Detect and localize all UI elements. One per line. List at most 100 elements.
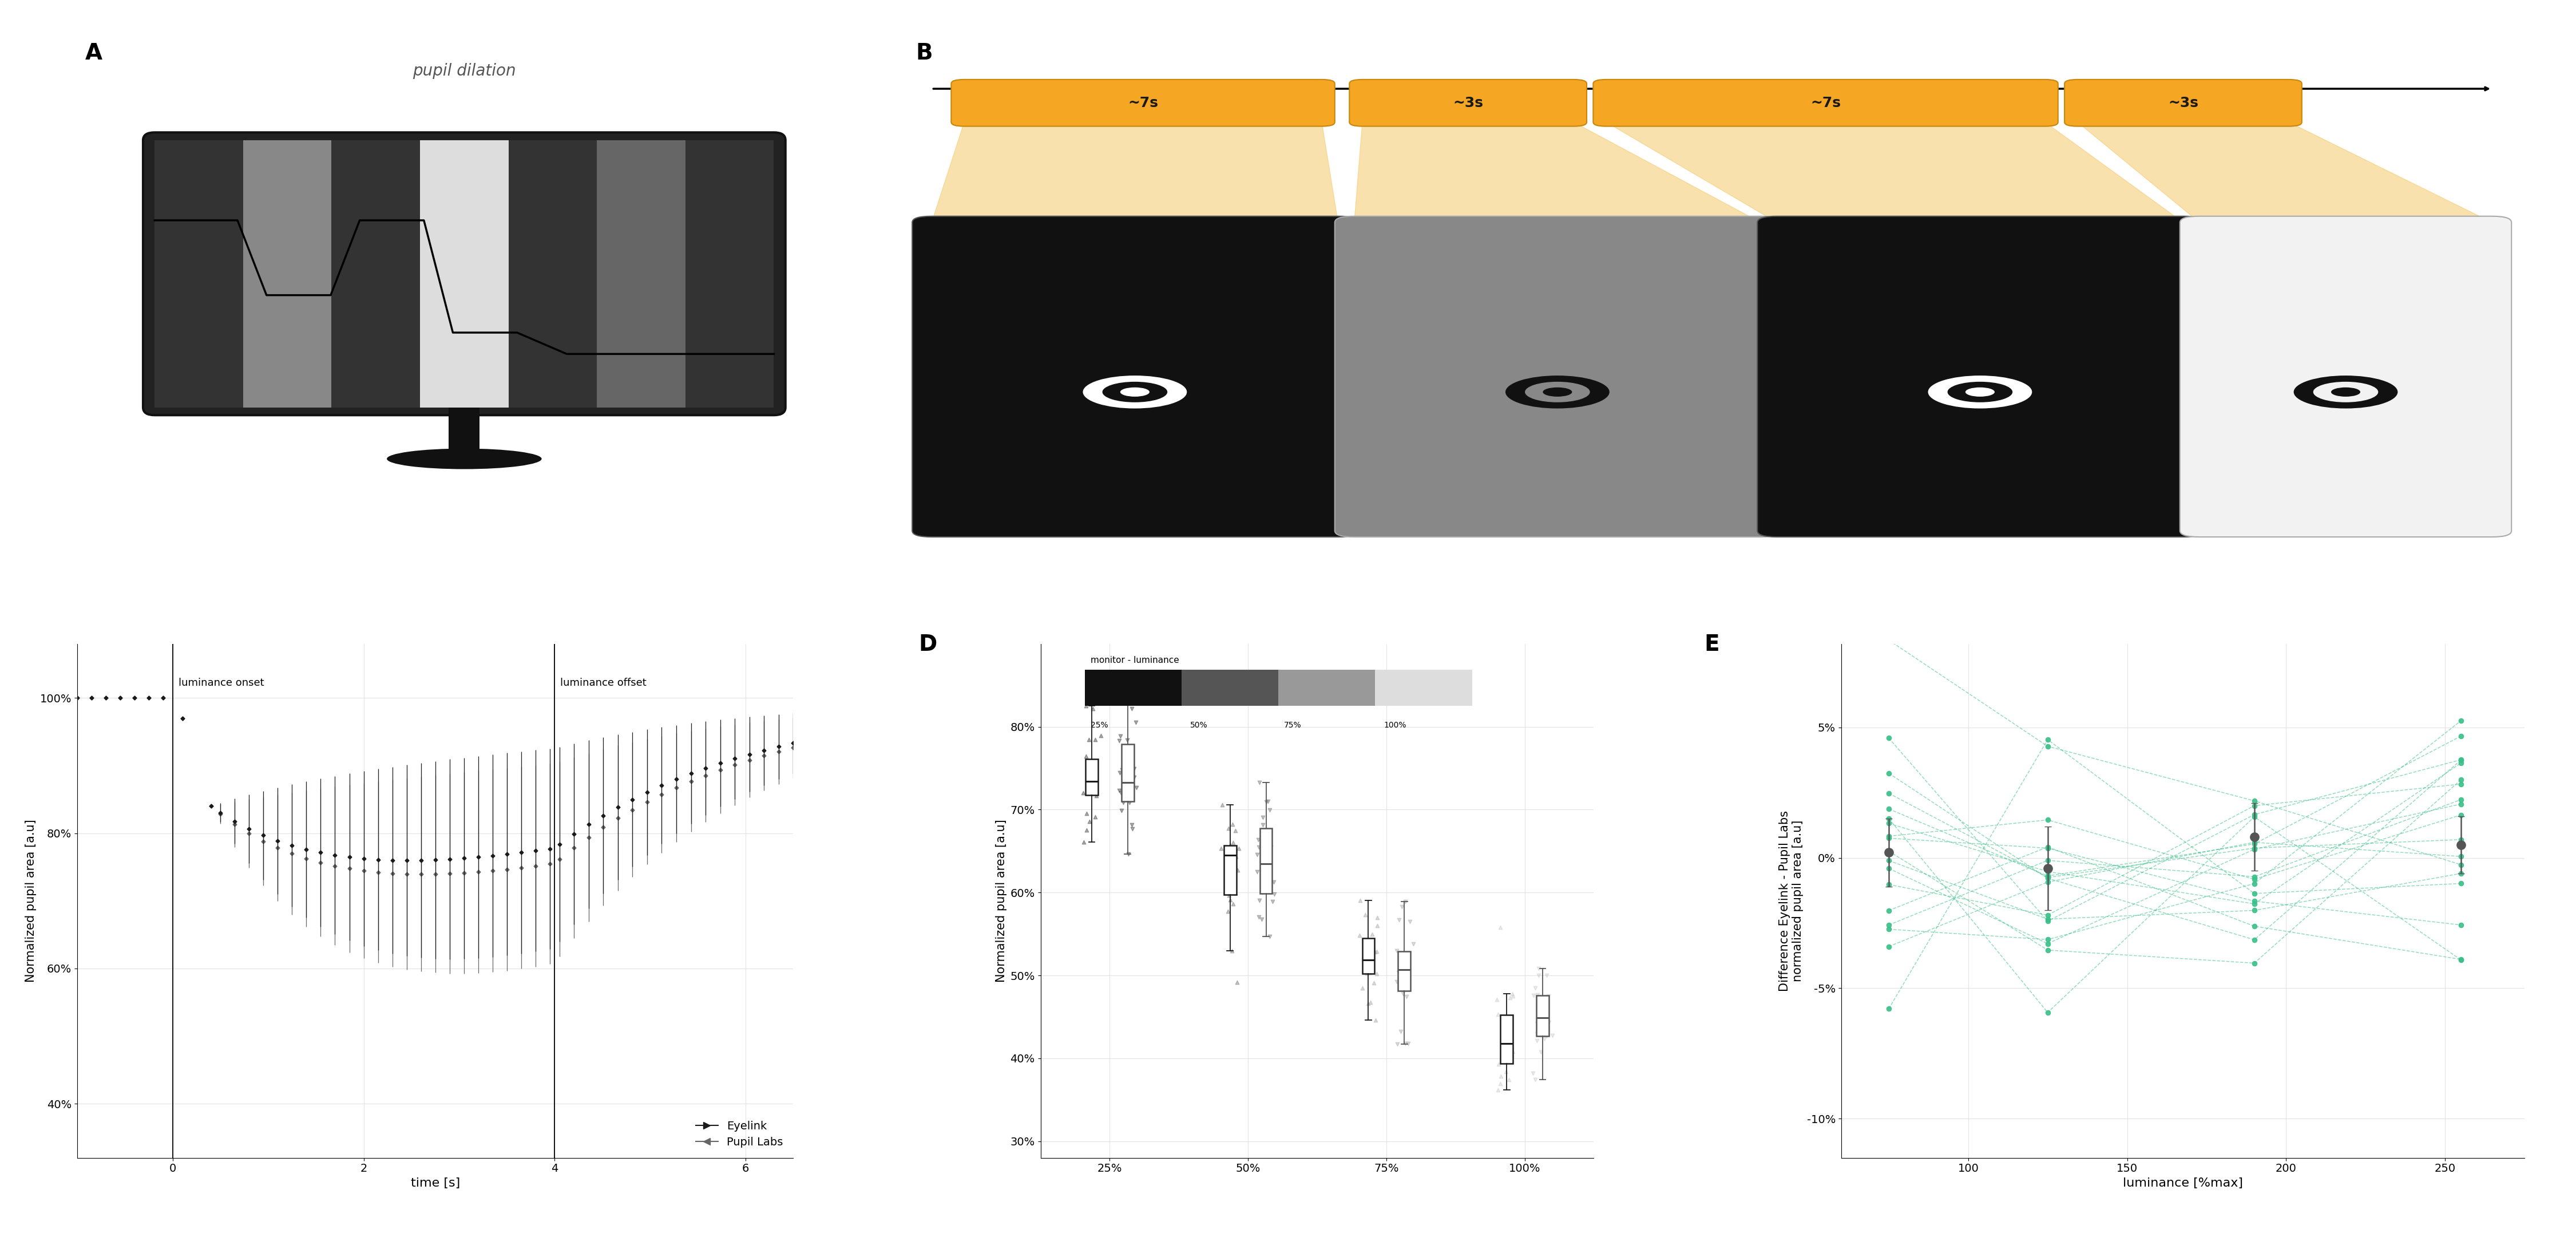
Point: [1376, 941, 1417, 961]
Point: [1347, 954, 1388, 974]
Point: [1108, 680, 1149, 700]
Point: [2027, 736, 2069, 756]
Point: [2439, 711, 2481, 731]
Point: [1239, 829, 1280, 849]
Point: [1492, 1031, 1533, 1051]
Text: 50%: 50%: [1190, 721, 1208, 730]
Polygon shape: [933, 122, 1337, 223]
Point: [1108, 730, 1149, 749]
Point: [1383, 1033, 1425, 1053]
Text: ~7s: ~7s: [1128, 96, 1159, 110]
Point: [2027, 867, 2069, 886]
Point: [1352, 925, 1394, 945]
Point: [2233, 930, 2275, 950]
Circle shape: [1965, 387, 1994, 397]
Point: [1492, 1036, 1533, 1056]
Point: [2439, 950, 2481, 970]
FancyBboxPatch shape: [951, 80, 1334, 126]
Point: [2439, 774, 2481, 794]
Point: [1868, 828, 1909, 848]
Point: [1069, 777, 1110, 797]
Point: [1242, 910, 1283, 930]
FancyBboxPatch shape: [1350, 80, 1587, 126]
Point: [2439, 854, 2481, 874]
Point: [1242, 808, 1283, 828]
Point: [1100, 731, 1141, 751]
Point: [1108, 844, 1149, 864]
FancyBboxPatch shape: [2179, 217, 2512, 537]
Point: [1216, 972, 1257, 992]
Text: ~7s: ~7s: [1811, 96, 1842, 110]
Point: [1868, 728, 1909, 748]
Point: [1517, 1013, 1558, 1033]
Point: [1347, 964, 1388, 984]
Point: [1381, 966, 1422, 986]
Point: [1218, 838, 1260, 858]
Point: [1255, 884, 1296, 904]
Point: [1868, 998, 1909, 1018]
Point: [1216, 820, 1257, 840]
FancyBboxPatch shape: [912, 217, 1358, 537]
Point: [1211, 814, 1252, 834]
Point: [1868, 900, 1909, 920]
Point: [2233, 833, 2275, 853]
Point: [1066, 820, 1108, 840]
Point: [2439, 794, 2481, 814]
Point: [1239, 908, 1280, 928]
Point: [2233, 791, 2275, 810]
Point: [1110, 784, 1151, 804]
Point: [1386, 987, 1427, 1007]
Y-axis label: Difference Eyelink - Pupil Labs
normalized pupil area [a.u]: Difference Eyelink - Pupil Labs normaliz…: [1780, 810, 1803, 991]
Point: [1479, 1055, 1520, 1074]
Circle shape: [2331, 387, 2360, 397]
Point: [1520, 1042, 1561, 1062]
Circle shape: [1927, 376, 2032, 408]
Point: [1239, 773, 1280, 793]
Point: [1352, 946, 1394, 966]
Point: [1345, 960, 1386, 980]
Point: [2439, 753, 2481, 773]
PathPatch shape: [1224, 845, 1236, 894]
PathPatch shape: [1499, 1015, 1512, 1063]
Point: [2439, 749, 2481, 769]
Circle shape: [1082, 376, 1188, 408]
Legend: Eyelink, Pupil Labs: Eyelink, Pupil Labs: [690, 1116, 788, 1153]
Point: [1355, 941, 1396, 961]
Point: [1252, 872, 1293, 891]
Point: [1358, 915, 1399, 935]
Point: [1072, 758, 1113, 778]
Point: [1115, 712, 1157, 732]
Bar: [507, 141, 598, 407]
Point: [2439, 829, 2481, 849]
Text: 25%: 25%: [1090, 721, 1108, 730]
FancyBboxPatch shape: [1757, 217, 2202, 537]
Point: [2027, 934, 2069, 954]
FancyBboxPatch shape: [1592, 80, 2058, 126]
Bar: [598, 141, 685, 407]
Point: [2027, 940, 2069, 960]
Point: [1517, 966, 1558, 986]
Point: [1528, 986, 1569, 1006]
Point: [1213, 894, 1255, 914]
Point: [2233, 839, 2275, 859]
Bar: [155, 141, 242, 407]
Point: [1522, 1013, 1564, 1033]
Point: [2027, 838, 2069, 858]
Point: [1113, 759, 1154, 779]
Text: luminance offset: luminance offset: [562, 677, 647, 687]
Point: [1479, 1073, 1520, 1093]
Point: [2233, 804, 2275, 824]
Point: [1381, 896, 1422, 916]
Point: [1100, 726, 1141, 746]
Point: [1072, 773, 1113, 793]
Point: [1211, 890, 1252, 910]
Point: [1517, 985, 1558, 1005]
Point: [1489, 1052, 1530, 1072]
Point: [1108, 792, 1149, 812]
Point: [2233, 894, 2275, 914]
Point: [1249, 854, 1291, 874]
Point: [1069, 776, 1110, 796]
Point: [1247, 792, 1288, 812]
Point: [1069, 730, 1110, 749]
Point: [1512, 1063, 1553, 1083]
